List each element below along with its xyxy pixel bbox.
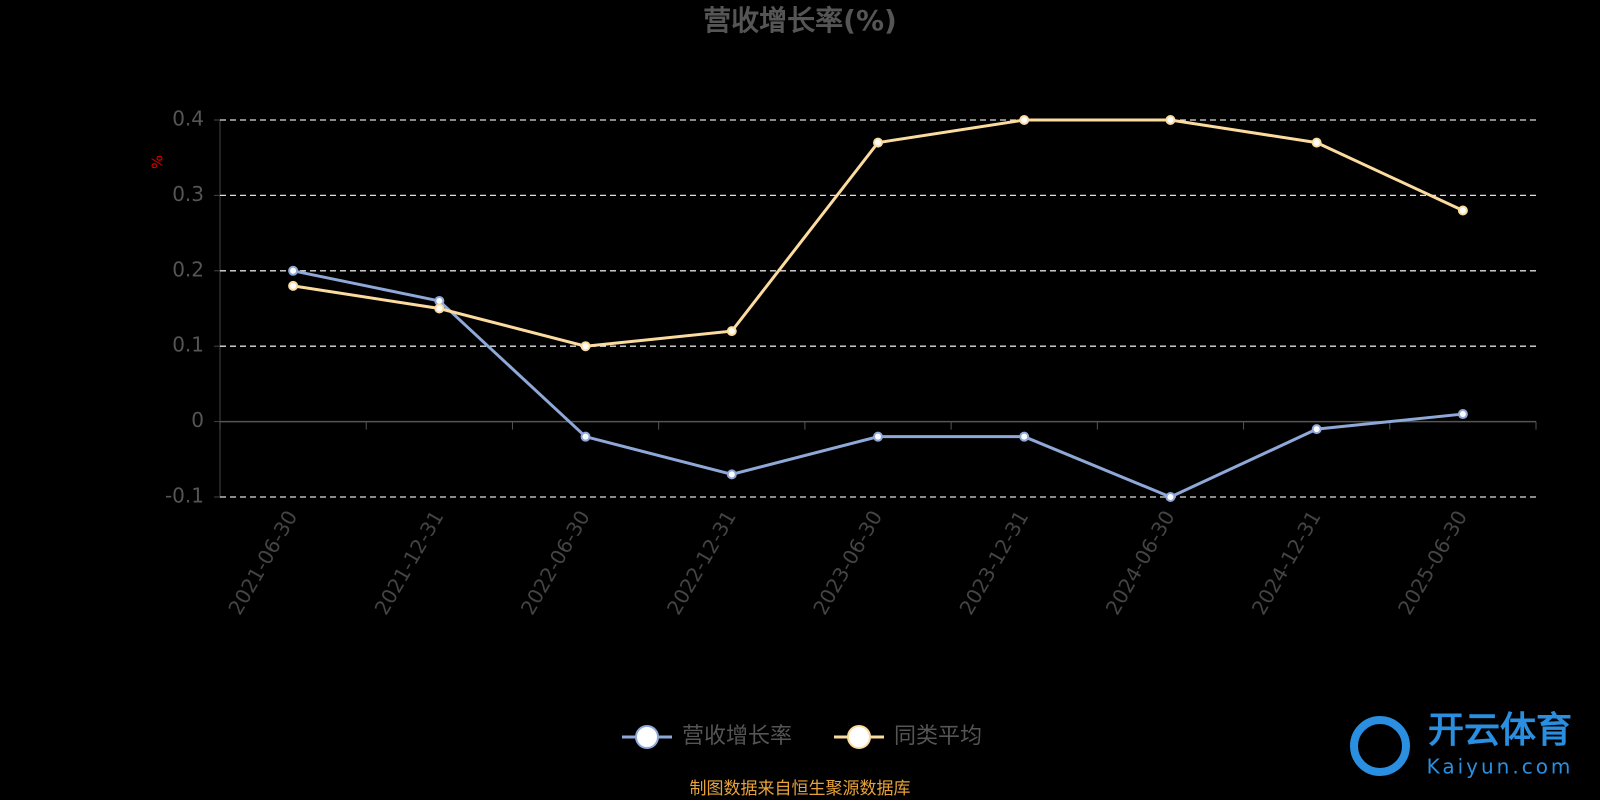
legend-item[interactable]: 营收增长率 [622, 724, 792, 749]
legend-marker [635, 725, 659, 749]
data-point [1311, 424, 1322, 435]
data-point [1165, 115, 1176, 125]
y-tick-label: 0.3 [172, 182, 204, 206]
data-point [434, 303, 445, 314]
y-axis-label: % [149, 155, 167, 169]
y-tick-label: -0.1 [165, 484, 204, 508]
data-point [726, 469, 737, 480]
data-point [1457, 205, 1468, 216]
data-point [1019, 431, 1030, 442]
data-point [1165, 492, 1176, 502]
y-tick-label: 0.2 [172, 257, 204, 281]
legend-marker [847, 725, 871, 749]
legend-item[interactable]: 同类平均 [834, 724, 982, 749]
chart-title: 营收增长率(%) [703, 4, 897, 37]
watermark: 开云体育 Kaiyun.com [1350, 710, 1574, 779]
legend-label: 同类平均 [894, 724, 982, 749]
series [288, 115, 1468, 352]
data-point [873, 431, 883, 442]
y-tick-label: 0.1 [172, 333, 204, 357]
data-point [873, 137, 883, 148]
data-point [580, 341, 591, 352]
data-point [288, 265, 299, 276]
data-point [580, 431, 591, 442]
data-point [1311, 137, 1322, 148]
series [288, 265, 1468, 502]
data-point [1457, 409, 1468, 420]
legend-label: 营收增长率 [682, 724, 792, 749]
y-tick-label: 0.4 [172, 107, 204, 131]
watermark-logo [1350, 716, 1410, 776]
watermark-site: Kaiyun.com [1427, 755, 1574, 779]
data-point [1019, 115, 1030, 125]
watermark-brand: 开云体育 [1428, 710, 1572, 751]
data-point [726, 326, 737, 337]
source-note: 制图数据来自恒生聚源数据库 [690, 779, 911, 799]
data-point [288, 280, 299, 291]
y-tick-label: 0 [191, 408, 204, 432]
